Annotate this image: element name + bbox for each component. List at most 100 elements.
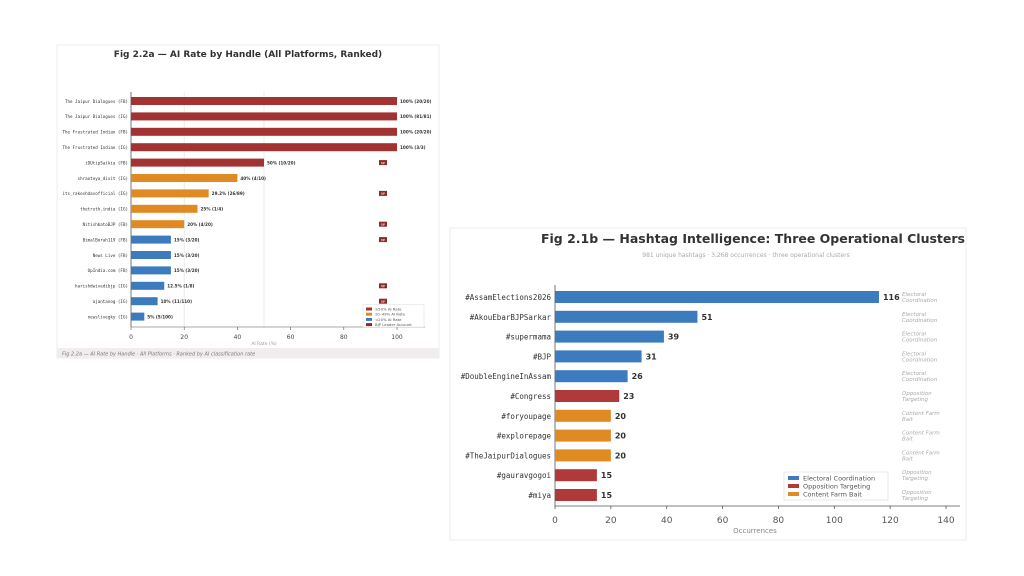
right-panel-bg xyxy=(449,227,967,541)
bar xyxy=(131,112,397,121)
bjp-badge-label: BJP xyxy=(381,284,386,288)
cluster-annotation: Content Farm Bait xyxy=(902,450,940,462)
value-label: 15 xyxy=(601,471,613,480)
legend-label: Electoral Coordination xyxy=(803,475,875,483)
value-label: 15% (3/20) xyxy=(174,268,200,273)
x-tick-label: 20 xyxy=(605,516,617,526)
bar xyxy=(131,297,158,306)
category-label: ajantanog (IG) xyxy=(93,299,128,304)
value-label: 5% (5/100) xyxy=(147,314,173,319)
cluster-annotation: Electoral Coordination xyxy=(902,332,938,344)
value-label: 20 xyxy=(615,432,627,441)
value-label: 26 xyxy=(632,372,644,381)
value-label: 12.5% (1/8) xyxy=(167,284,194,289)
category-label: its_rakeshdasofficial (IG) xyxy=(62,191,128,196)
bar xyxy=(131,143,397,152)
category-label: newslivegky (IG) xyxy=(88,314,128,319)
category-label: harishdwivedibjp (IG) xyxy=(75,284,128,289)
x-tick-label: 40 xyxy=(661,516,673,526)
left-caption-bg xyxy=(57,348,439,358)
cluster-annotation: Opposition Targeting xyxy=(902,490,932,502)
legend-swatch xyxy=(366,307,372,311)
legend-label: Content Farm Bait xyxy=(803,491,862,499)
legend-label: BJP Leader Account xyxy=(375,322,412,327)
value-label: 31 xyxy=(646,352,658,361)
bjp-badge-label: BJP xyxy=(381,238,386,242)
bjp-badge xyxy=(379,190,387,196)
cluster-annotation: Content Farm Bait xyxy=(902,431,940,443)
bjp-badge xyxy=(379,237,387,243)
cluster-annotation: Electoral Coordination xyxy=(902,292,938,304)
value-label: 100% (3/3) xyxy=(400,145,426,150)
cluster-annotation: Electoral Coordination xyxy=(902,351,938,363)
bar xyxy=(131,158,264,167)
value-label: 15% (3/20) xyxy=(174,237,200,242)
legend-box xyxy=(783,471,889,501)
category-label: The Jaipur Dialogues (IG) xyxy=(65,114,128,119)
value-label: 116 xyxy=(883,293,900,302)
category-label: #AssamElections2026 xyxy=(465,293,551,302)
bar xyxy=(555,449,611,462)
x-tick-label: 120 xyxy=(882,516,899,526)
legend-label: <20% AI Rate xyxy=(375,317,402,322)
cluster-annotation: Electoral Coordination xyxy=(902,312,938,324)
value-label: 50% (10/20) xyxy=(267,160,296,165)
category-label: #supermama xyxy=(506,333,551,342)
bar xyxy=(555,390,620,402)
value-label: 29.2% (26/89) xyxy=(212,191,245,196)
x-tick-label: 80 xyxy=(773,516,785,526)
category-label: The Jaipur Dialogues (FB) xyxy=(65,99,128,104)
bjp-badge-label: BJP xyxy=(381,161,386,165)
x-tick-label: 100 xyxy=(826,516,843,526)
ai-rate-chart: Fig 2.2a — AI Rate by Handle (All Platfo… xyxy=(56,44,440,359)
category-label: #gauravgogoi xyxy=(497,471,551,480)
bjp-badge-label: BJP xyxy=(381,299,386,303)
bar xyxy=(555,489,597,501)
legend-swatch xyxy=(366,317,372,321)
value-label: 25% (1/4) xyxy=(201,207,224,212)
bar xyxy=(131,97,397,105)
bar xyxy=(555,330,664,343)
bar xyxy=(555,370,628,383)
value-label: 39 xyxy=(668,333,680,342)
category-label: #explorepage xyxy=(497,432,552,441)
category-label: The Frustrated Indian (IG) xyxy=(62,145,128,150)
category-label: #BJP xyxy=(533,352,552,361)
cluster-annotation: Electoral Coordination xyxy=(902,371,938,383)
value-label: 15% (3/20) xyxy=(174,253,200,258)
category-label: News Live (FB) xyxy=(93,253,128,258)
value-label: 51 xyxy=(701,313,713,322)
bar xyxy=(131,204,198,213)
category-label: #DoubleEngineInAssam xyxy=(461,372,552,381)
x-tick-label: 0 xyxy=(129,334,133,341)
bjp-badge xyxy=(379,283,387,289)
x-tick-label: 100 xyxy=(391,334,403,341)
category-label: OpIndia.com (FB) xyxy=(88,268,128,273)
bar xyxy=(131,220,185,229)
value-label: 20 xyxy=(615,412,627,421)
bjp-badge xyxy=(379,298,387,304)
category-label: #TheJaipurDialogues xyxy=(465,451,551,460)
bjp-badge-label: BJP xyxy=(381,192,386,196)
legend-label: Opposition Targeting xyxy=(803,483,870,491)
bar xyxy=(555,291,879,303)
bar xyxy=(555,310,698,323)
x-tick-label: 60 xyxy=(287,334,295,341)
legend-swatch xyxy=(366,323,372,327)
right-x-axis-label: Occurrences xyxy=(733,527,777,535)
bar xyxy=(555,469,597,482)
left-chart-title: Fig 2.2a — AI Rate by Handle (All Platfo… xyxy=(114,50,382,60)
category-label: #Congress xyxy=(510,392,551,401)
cluster-annotation: Content Farm Bait xyxy=(902,411,940,423)
category-label: thetruth.india (IG) xyxy=(80,207,128,212)
bar xyxy=(131,174,238,182)
category-label: #foryoupage xyxy=(501,412,551,421)
value-label: 10% (11/110) xyxy=(161,299,192,304)
category-label: #AkouEbarBJPSarkar xyxy=(470,313,552,322)
value-label: 100% (20/20) xyxy=(400,99,431,104)
category-label: BimalBorah119 (FB) xyxy=(83,237,128,242)
value-label: 40% (4/10) xyxy=(240,176,266,181)
bar xyxy=(131,235,171,244)
bar xyxy=(555,409,611,422)
